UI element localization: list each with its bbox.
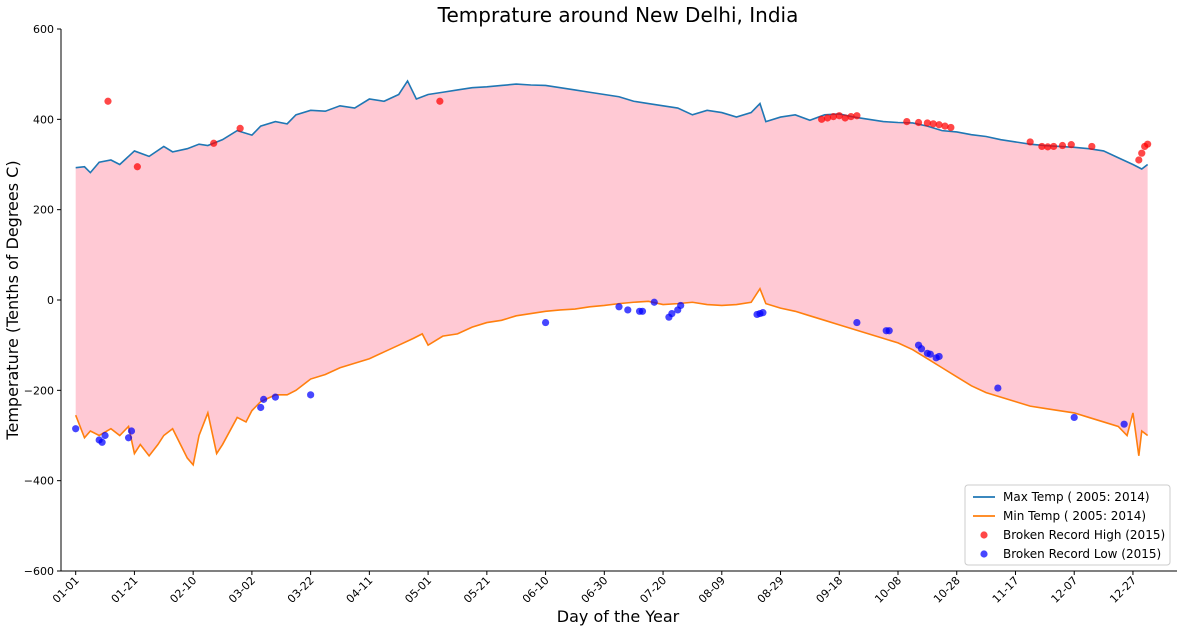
legend-marker-swatch [980,550,988,558]
record-high-point [1050,142,1058,151]
x-tick-label: 05-01 [402,574,434,606]
record-high-point [1135,156,1143,164]
record-high-point [236,124,244,132]
x-tick-label: 06-10 [520,574,552,606]
record-high-point [1138,149,1146,157]
record-low-point [615,303,623,311]
x-tick-label: 05-21 [461,574,493,606]
record-low-point [541,318,550,327]
record-low-point [638,307,647,315]
y-axis-label: Temperature (Tenths of Degrees C) [3,160,22,440]
y-tick-label: 400 [33,113,54,126]
record-high-point [853,112,861,120]
record-low-point [917,345,926,353]
record-high-point [1058,141,1067,150]
record-high-point [929,120,937,128]
record-low-point [124,434,133,442]
x-tick-label: 01-01 [50,574,82,606]
series-min-temp-line [74,286,1149,467]
record-high-point [941,122,949,130]
record-high-point [1026,138,1034,146]
record-high-point [835,112,843,120]
record-low-point [885,327,893,335]
record-high-point [1144,140,1152,148]
y-tick-label: −400 [24,475,54,488]
record-high-point [1044,143,1052,151]
record-low-point [98,438,106,446]
record-high-point [104,97,112,105]
record-low-point [650,298,658,306]
y-tick-label: −600 [24,565,54,578]
record-high-point [210,139,218,147]
record-high-point [1067,141,1075,149]
legend-entry-label: Broken Record High (2015) [1003,528,1165,542]
record-low-point [759,309,767,317]
record-low-point [307,391,315,399]
legend-marker-swatch [980,531,988,539]
x-tick-label: 11-17 [990,574,1022,606]
record-low-point [994,384,1002,392]
legend-entry-label: Min Temp ( 2005: 2014) [1003,509,1146,523]
x-tick-label: 09-18 [814,574,846,606]
record-high-point [818,115,826,123]
record-low-point [271,393,279,401]
record-low-point [257,403,265,412]
record-high-point [823,114,832,122]
record-low-point [101,431,109,440]
x-tick-label: 03-02 [226,574,258,606]
record-low-point [926,350,934,358]
plot-area [72,79,1152,467]
record-low-point [127,427,136,435]
legend-entry-label: Max Temp ( 2005: 2014) [1003,490,1150,504]
record-high-point [923,119,931,127]
y-tick-label: 200 [33,204,54,217]
x-tick-label: 07-20 [637,574,669,606]
x-tick-label: 06-30 [579,574,611,606]
x-tick-label: 01-21 [109,574,141,606]
record-low-point [668,309,676,318]
record-high-point [436,97,444,105]
y-tick-label: 0 [47,294,54,307]
x-axis-label: Day of the Year [557,607,680,626]
record-high-point [947,123,955,132]
record-low-point [72,425,80,433]
record-low-point [677,301,685,310]
y-tick-label: 600 [33,23,54,36]
x-tick-label: 02-10 [167,574,199,606]
x-tick-label: 08-09 [696,574,728,606]
record-high-point [847,113,855,121]
record-high-point [914,118,923,127]
legend-entry-label: Broken Record Low (2015) [1003,547,1161,561]
x-tick-label: 08-29 [755,574,787,606]
x-tick-label: 10-08 [872,574,904,606]
record-low-point [260,395,268,403]
legend-box [964,484,1171,566]
x-tick-label: 12-07 [1049,574,1081,606]
chart-title: Temprature around New Delhi, India [437,3,799,27]
record-low-point [853,318,861,327]
record-low-point [935,352,943,361]
record-high-point [841,114,849,122]
record-high-point [935,121,943,129]
record-high-point [1038,142,1046,151]
record-high-point [903,117,911,126]
y-tick-label: −200 [24,384,54,397]
x-tick-label: 03-22 [285,574,317,606]
record-low-point [1070,413,1078,422]
record-low-point [1120,420,1128,428]
record-high-point [133,163,141,171]
record-high-point [829,113,837,121]
series-max-temp-line [75,79,1149,174]
record-high-point [1088,142,1096,151]
legend: Max Temp ( 2005: 2014) Min Temp ( 2005: 2… [964,484,1171,566]
record-low-point [624,306,632,314]
x-tick-label: 10-28 [931,574,963,606]
fill-between-area [75,80,1148,465]
x-tick-label: 04-11 [344,574,376,606]
x-tick-label: 12-27 [1107,574,1139,606]
